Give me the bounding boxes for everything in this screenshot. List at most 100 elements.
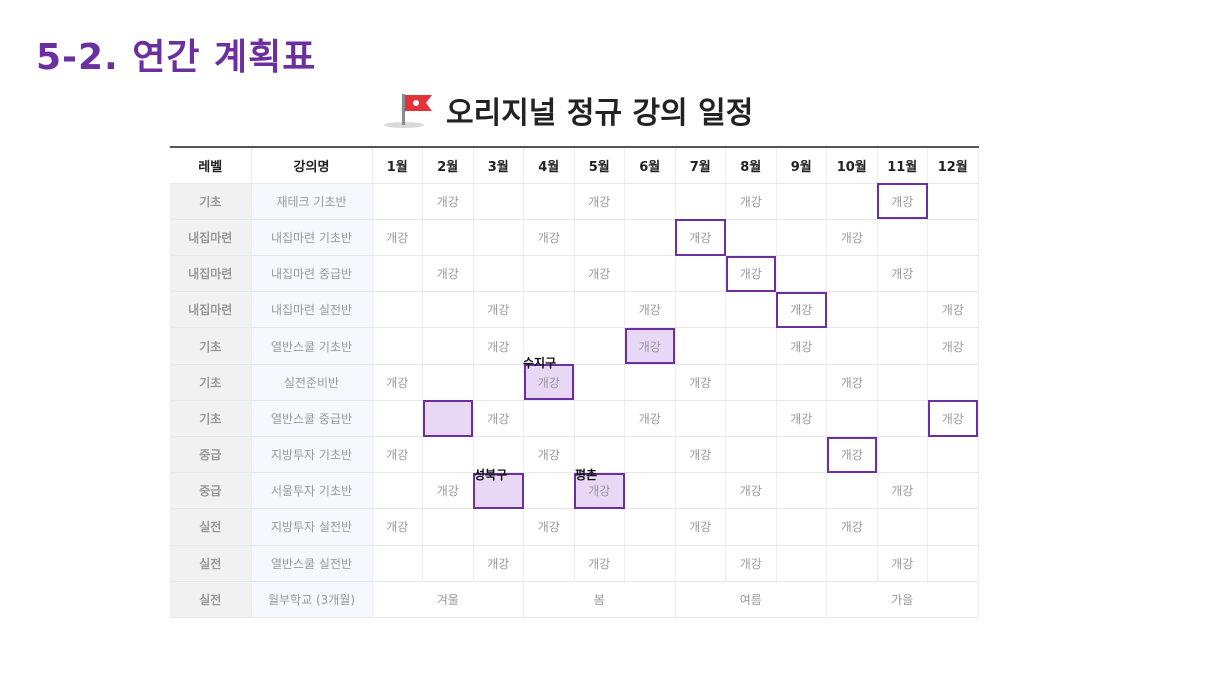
- month-cell: [624, 255, 676, 293]
- month-cell: [675, 327, 726, 365]
- month-header: 1월: [372, 147, 423, 184]
- month-cell: [927, 255, 979, 293]
- course-cell: 열반스쿨 실전반: [251, 545, 373, 582]
- level-header: 레벨: [170, 147, 252, 184]
- annotation-suji: 수지구: [523, 356, 557, 370]
- opening-cell: 개강: [826, 508, 878, 546]
- month-cell: [422, 400, 474, 438]
- schedule-title: 오리지널 정규 강의 일정: [446, 96, 754, 131]
- table-row: 내집마련 내집마련 실전반 개강 개강 개강 개강: [170, 291, 979, 329]
- month-cell: [372, 183, 423, 220]
- month-cell: [776, 219, 827, 257]
- table-row: 중급 서울투자 기초반 개강 개강 개강 개강: [170, 472, 979, 510]
- opening-cell: 개강: [725, 545, 777, 582]
- month-cell: [877, 364, 928, 401]
- opening-cell: 개강: [877, 545, 928, 582]
- month-header: 9월: [776, 147, 827, 184]
- table-row: 실전 지방투자 실전반 개강 개강 개강 개강: [170, 508, 979, 546]
- month-cell: [725, 327, 777, 365]
- opening-cell: 개강: [725, 183, 777, 220]
- month-cell: [877, 436, 928, 474]
- month-cell: [574, 436, 625, 474]
- month-cell: [624, 219, 676, 257]
- month-cell: [927, 364, 979, 401]
- level-cell: 기초: [170, 183, 252, 220]
- month-cell: [574, 364, 625, 401]
- table-row: 기초 실전준비반 개강 개강 개강 개강: [170, 364, 979, 401]
- month-cell: [826, 400, 878, 438]
- table-row: 실전 열반스쿨 실전반 개강 개강 개강 개강: [170, 545, 979, 582]
- course-cell: 월부학교 (3개월): [251, 581, 373, 618]
- level-cell: 실전: [170, 508, 252, 546]
- opening-cell: 개강: [725, 255, 777, 293]
- opening-cell: 개강: [624, 400, 676, 438]
- opening-cell: 개강: [523, 508, 575, 546]
- month-cell: [422, 545, 474, 582]
- course-cell: 내집마련 기초반: [251, 219, 373, 257]
- opening-cell: 개강: [473, 545, 524, 582]
- month-cell: [776, 472, 827, 510]
- month-header: 8월: [725, 147, 777, 184]
- month-cell: [826, 472, 878, 510]
- month-cell: [422, 219, 474, 257]
- header-row: 레벨 강의명 1월 2월 3월 4월 5월 6월 7월 8월 9월 10월 11…: [170, 147, 979, 184]
- opening-cell: 개강: [422, 255, 474, 293]
- opening-cell: 개강: [372, 219, 423, 257]
- level-cell: 실전: [170, 581, 252, 618]
- month-cell: [776, 508, 827, 546]
- course-cell: 열반스쿨 중급반: [251, 400, 373, 438]
- table-row: 기초 열반스쿨 중급반 개강 개강 개강 개강: [170, 400, 979, 438]
- table-row: 실전 월부학교 (3개월) 겨울 봄 여름 가을: [170, 581, 979, 618]
- level-cell: 기초: [170, 327, 252, 365]
- opening-cell: 개강: [473, 291, 524, 329]
- opening-cell: 개강: [826, 219, 878, 257]
- month-cell: [877, 400, 928, 438]
- opening-cell: 개강: [574, 255, 625, 293]
- course-cell: 지방투자 기초반: [251, 436, 373, 474]
- month-cell: [422, 364, 474, 401]
- month-cell: [473, 472, 524, 510]
- opening-cell: 개강: [523, 436, 575, 474]
- course-cell: 내집마련 중급반: [251, 255, 373, 293]
- month-header: 7월: [675, 147, 726, 184]
- month-cell: [574, 291, 625, 329]
- month-cell: [473, 364, 524, 401]
- table-row: 내집마련 내집마련 기초반 개강 개강 개강 개강: [170, 219, 979, 257]
- month-cell: [372, 291, 423, 329]
- opening-cell: 개강: [473, 400, 524, 438]
- month-header: 2월: [422, 147, 474, 184]
- level-cell: 기초: [170, 364, 252, 401]
- month-cell: [422, 508, 474, 546]
- opening-cell: 개강: [675, 508, 726, 546]
- level-cell: 내집마련: [170, 255, 252, 293]
- month-cell: [624, 508, 676, 546]
- month-cell: [624, 472, 676, 510]
- course-cell: 서울투자 기초반: [251, 472, 373, 510]
- month-header: 11월: [877, 147, 928, 184]
- month-header: 12월: [927, 147, 979, 184]
- annotation-seongbuk: 성북구: [474, 468, 508, 482]
- month-cell: [725, 400, 777, 438]
- month-cell: [473, 219, 524, 257]
- month-cell: [372, 327, 423, 365]
- table-row: 중급 지방투자 기초반 개강 개강 개강 개강: [170, 436, 979, 474]
- opening-cell: 개강: [422, 183, 474, 220]
- month-cell: [826, 183, 878, 220]
- month-cell: [624, 183, 676, 220]
- month-cell: [422, 436, 474, 474]
- month-cell: [927, 183, 979, 220]
- season-cell: 여름: [675, 581, 827, 618]
- month-header: 3월: [473, 147, 524, 184]
- month-cell: [927, 545, 979, 582]
- month-header: 6월: [624, 147, 676, 184]
- month-cell: [372, 400, 423, 438]
- month-cell: [826, 327, 878, 365]
- opening-cell: 개강: [877, 255, 928, 293]
- month-cell: [826, 291, 878, 329]
- month-cell: [473, 508, 524, 546]
- month-cell: [877, 327, 928, 365]
- opening-cell: 개강: [372, 508, 423, 546]
- month-header: 10월: [826, 147, 878, 184]
- month-cell: [523, 291, 575, 329]
- month-cell: [725, 364, 777, 401]
